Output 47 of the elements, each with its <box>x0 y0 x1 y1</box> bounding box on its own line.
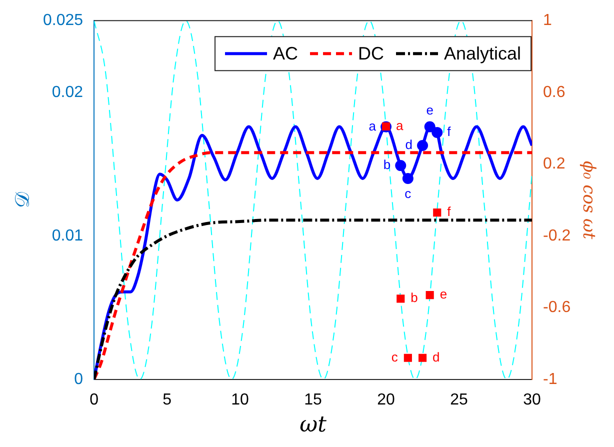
x-tick-label: 5 <box>162 391 172 408</box>
y2-axis-title: ϕ₀ cos ωt <box>578 160 598 240</box>
data-label: c <box>404 186 412 202</box>
point <box>432 127 443 138</box>
y2-tick-label: 0.6 <box>543 84 566 101</box>
legend-label: AC <box>273 44 298 64</box>
legend-label: DC <box>358 44 384 64</box>
y2-tick-label: -0.2 <box>543 227 571 244</box>
y-tick-label: 0.02 <box>52 84 84 101</box>
data-label: e <box>426 102 434 118</box>
y2-tick-label: 1 <box>543 12 552 30</box>
y2-tick-label: 0.2 <box>543 156 566 173</box>
data-label: b <box>410 290 418 306</box>
x-tick-label: 15 <box>304 391 322 408</box>
x-tick-label: 25 <box>450 391 468 408</box>
point <box>418 354 427 362</box>
x-axis-title: ωt <box>300 412 327 438</box>
point <box>395 160 406 172</box>
data-label: c <box>391 349 398 364</box>
point <box>396 294 405 303</box>
x-tick-label: 30 <box>523 391 542 408</box>
point <box>433 208 442 217</box>
data-label: d <box>432 349 440 364</box>
point <box>402 172 414 184</box>
point <box>426 291 434 300</box>
x-tick-label: 20 <box>377 391 396 408</box>
data-label: f <box>447 124 452 140</box>
y-tick-label: 0.025 <box>42 12 84 30</box>
point <box>417 140 428 151</box>
legend-label: Analytical <box>444 44 522 64</box>
point <box>404 354 412 362</box>
y2-tick-label: -1 <box>543 370 558 388</box>
y2-tick-label: -0.6 <box>543 299 571 316</box>
data-label: a <box>368 118 377 134</box>
y-tick-label: 0.01 <box>52 227 84 244</box>
y-tick-label: 0 <box>74 370 84 388</box>
x-tick-label: 10 <box>231 391 250 408</box>
data-label: a <box>396 118 404 134</box>
line-series <box>94 218 532 380</box>
data-label: e <box>440 286 448 302</box>
data-label: b <box>383 157 391 172</box>
point <box>424 121 436 132</box>
x-tick-label: 0 <box>90 391 99 408</box>
y-axis-title: 𝒟 <box>10 192 34 208</box>
data-label: f <box>447 204 452 220</box>
data-label: d <box>405 137 413 152</box>
line-series <box>94 20 532 380</box>
